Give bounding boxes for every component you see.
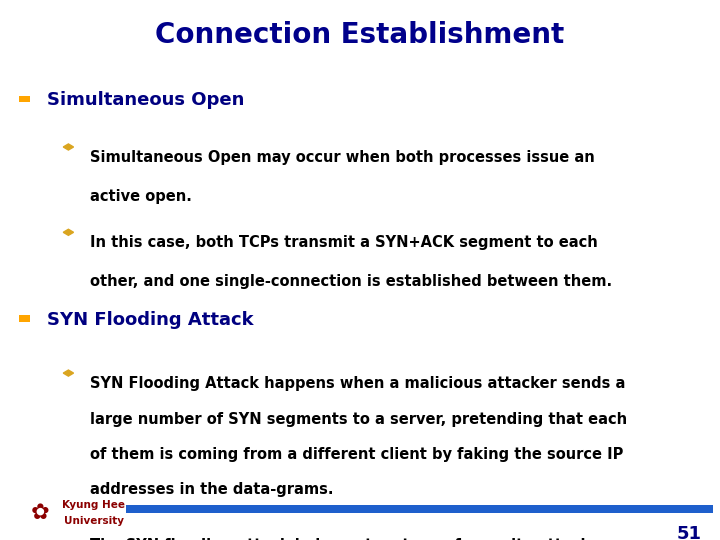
Text: SYN Flooding Attack happens when a malicious attacker sends a: SYN Flooding Attack happens when a malic… bbox=[90, 376, 626, 392]
Text: 51: 51 bbox=[677, 525, 702, 540]
Text: Connection Establishment: Connection Establishment bbox=[156, 21, 564, 49]
Polygon shape bbox=[63, 370, 73, 376]
Polygon shape bbox=[63, 532, 73, 538]
Text: University: University bbox=[63, 516, 124, 525]
FancyBboxPatch shape bbox=[19, 315, 30, 322]
Text: In this case, both TCPs transmit a SYN+ACK segment to each: In this case, both TCPs transmit a SYN+A… bbox=[90, 235, 598, 251]
Text: of them is coming from a different client by faking the source IP: of them is coming from a different clien… bbox=[90, 447, 624, 462]
Text: Simultaneous Open may occur when both processes issue an: Simultaneous Open may occur when both pr… bbox=[90, 150, 595, 165]
Text: Simultaneous Open: Simultaneous Open bbox=[47, 91, 244, 109]
Polygon shape bbox=[63, 230, 73, 235]
Polygon shape bbox=[63, 144, 73, 150]
Text: ✿: ✿ bbox=[30, 503, 49, 523]
FancyBboxPatch shape bbox=[126, 504, 713, 513]
Text: addresses in the data-grams.: addresses in the data-grams. bbox=[90, 482, 333, 497]
Text: large number of SYN segments to a server, pretending that each: large number of SYN segments to a server… bbox=[90, 411, 627, 427]
Text: other, and one single-connection is established between them.: other, and one single-connection is esta… bbox=[90, 274, 612, 289]
Text: The SYN flooding attack belongs to a type of security attack: The SYN flooding attack belongs to a typ… bbox=[90, 538, 590, 540]
Text: SYN Flooding Attack: SYN Flooding Attack bbox=[47, 310, 253, 329]
FancyBboxPatch shape bbox=[19, 96, 30, 102]
Text: Kyung Hee: Kyung Hee bbox=[62, 500, 125, 510]
Text: active open.: active open. bbox=[90, 188, 192, 204]
